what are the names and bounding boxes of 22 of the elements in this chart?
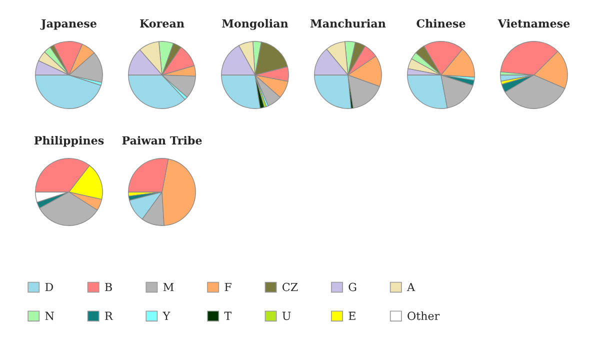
category-label: CZ	[282, 282, 298, 292]
category-label: D	[45, 282, 53, 292]
category-label: Other	[408, 311, 440, 320]
category-label: Y	[162, 312, 170, 320]
chart-title: Korean	[140, 19, 184, 28]
category-label: N	[45, 312, 54, 320]
chart-title: Manchurian	[310, 19, 386, 28]
category-label: T	[224, 312, 232, 320]
chart-title: Mongolian	[222, 19, 288, 30]
chart-title: Japanese	[40, 19, 96, 30]
chart-title: Chinese	[416, 19, 466, 28]
category-label: E	[348, 312, 356, 320]
category-label: R	[105, 312, 114, 320]
category-label: B	[105, 282, 112, 292]
chart-title: Vietnamese	[498, 19, 570, 28]
category-label: M	[163, 282, 174, 292]
chart-title: Philippines	[34, 136, 104, 147]
category-label: G	[348, 282, 356, 292]
category-label: U	[282, 312, 291, 320]
category-label: A	[406, 282, 416, 292]
category-label: F	[224, 282, 232, 292]
chart-title: Paiwan Tribe	[122, 136, 202, 145]
